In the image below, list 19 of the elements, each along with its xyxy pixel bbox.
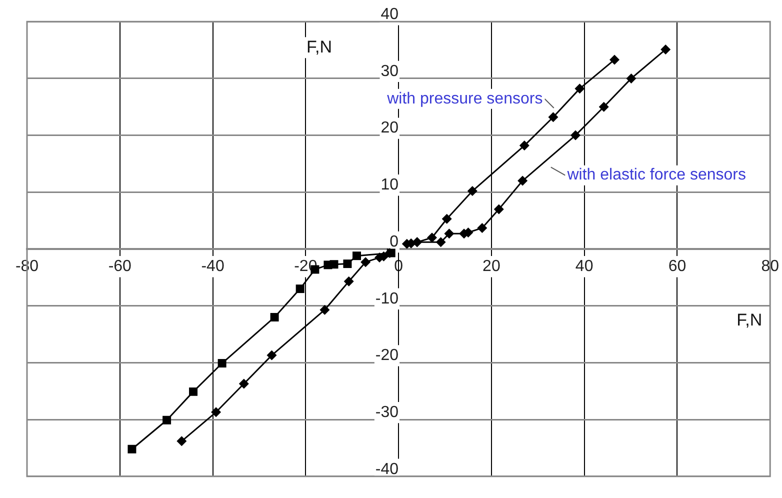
- y-axis-title: F,N: [306, 37, 332, 56]
- x-tick-label: 20: [482, 258, 500, 276]
- annotation: with elastic force sensors: [566, 166, 746, 184]
- x-tick-label: -60: [108, 258, 132, 276]
- x-axis-title: F,N: [736, 310, 762, 330]
- y-tick-label: 10: [380, 176, 399, 194]
- y-tick-label: -30: [375, 404, 399, 421]
- y-tick-label: -40: [375, 460, 399, 478]
- x-tick-label: 60: [668, 258, 686, 276]
- annotation: with pressure sensors: [386, 90, 543, 108]
- y-tick-label: 30: [380, 62, 399, 80]
- y-tick-label: 40: [380, 6, 399, 24]
- y-tick-label: -10: [375, 290, 399, 308]
- x-tick-label: 40: [575, 258, 594, 276]
- y-tick-label: 20: [380, 120, 399, 137]
- x-tick-label: -40: [201, 258, 224, 276]
- x-tick-label: 80: [761, 258, 780, 276]
- y-tick-label: -20: [375, 347, 399, 364]
- y-tick-label: 0: [390, 233, 399, 250]
